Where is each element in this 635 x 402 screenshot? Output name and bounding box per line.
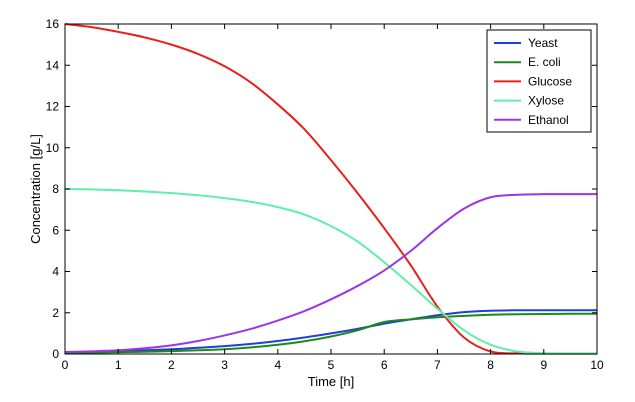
y-tick-label: 4 <box>52 265 59 279</box>
x-tick-label: 9 <box>540 358 547 372</box>
y-tick-label: 12 <box>46 100 60 114</box>
y-tick-label: 10 <box>46 141 60 155</box>
y-tick-label: 0 <box>52 347 59 361</box>
y-tick-label: 14 <box>46 58 60 72</box>
x-tick-label: 4 <box>274 358 281 372</box>
y-axis-label: Concentration [g/L] <box>28 134 43 244</box>
x-tick-label: 0 <box>62 358 69 372</box>
legend-label-yeast: Yeast <box>528 36 558 50</box>
legend: Yeast E. coli Glucose Xylose Ethanol <box>486 29 592 133</box>
plot-lines <box>64 23 598 355</box>
y-tick-label: 6 <box>52 223 59 237</box>
legend-label-xylose: Xylose <box>528 94 564 108</box>
x-tick-label: 8 <box>487 358 494 372</box>
legend-label-glucose: Glucose <box>528 74 572 88</box>
series-line-xylose <box>64 188 598 355</box>
x-axis-label: Time [h] <box>308 374 354 389</box>
series-line-e-coli <box>64 312 598 354</box>
series-line-glucose <box>64 23 597 355</box>
y-tick-label: 2 <box>52 306 59 320</box>
legend-label-ethanol: Ethanol <box>528 113 569 127</box>
x-tick-label: 7 <box>434 358 441 372</box>
series-line-yeast <box>64 309 597 354</box>
x-tick-label: 5 <box>328 358 335 372</box>
x-tick-label: 1 <box>115 358 122 372</box>
x-tick-label: 3 <box>221 358 228 372</box>
y-tick-label: 16 <box>46 17 60 31</box>
x-tick-label: 6 <box>381 358 388 372</box>
x-tick-label: 10 <box>590 358 604 372</box>
y-tick-label: 8 <box>52 182 59 196</box>
x-tick-label: 2 <box>168 358 175 372</box>
series-line-ethanol <box>64 193 597 353</box>
legend-label-e-coli: E. coli <box>528 55 561 69</box>
